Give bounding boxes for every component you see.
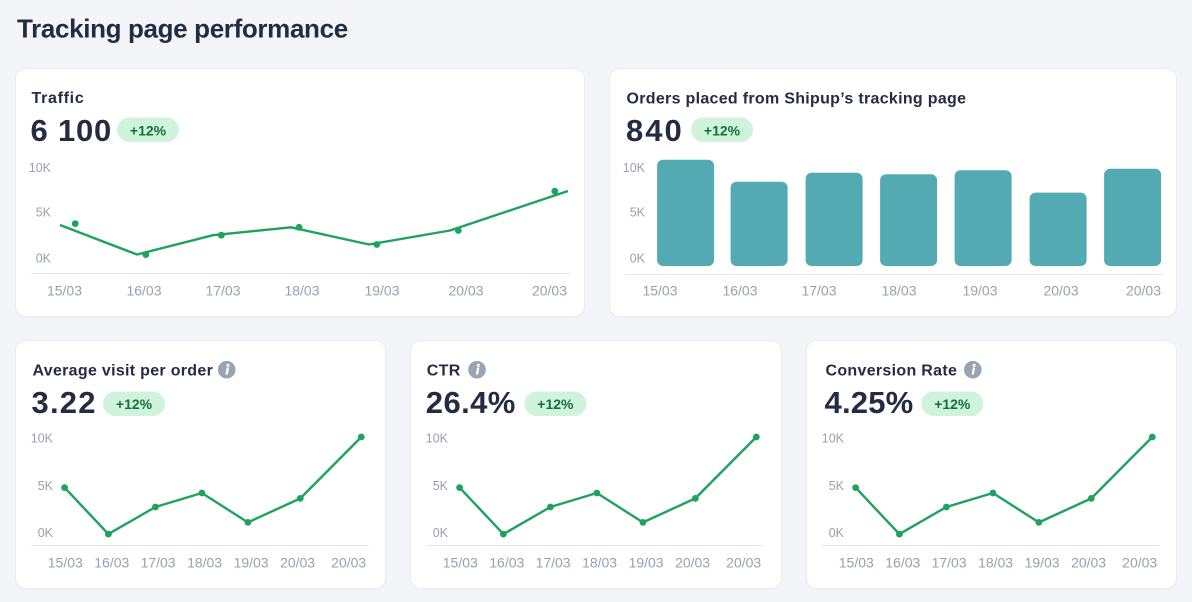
svg-text:20/03: 20/03: [532, 282, 567, 298]
svg-text:18/03: 18/03: [978, 554, 1013, 570]
svg-text:16/03: 16/03: [885, 554, 920, 570]
svg-text:20/03: 20/03: [726, 554, 761, 570]
svg-text:5K: 5K: [828, 479, 844, 493]
svg-text:5K: 5K: [36, 206, 52, 220]
svg-text:15/03: 15/03: [642, 282, 677, 298]
svg-text:19/03: 19/03: [234, 554, 269, 570]
svg-text:0K: 0K: [828, 526, 844, 540]
svg-text:20/03: 20/03: [675, 554, 710, 570]
svg-text:17/03: 17/03: [536, 554, 571, 570]
svg-text:16/03: 16/03: [490, 554, 525, 570]
svg-text:18/03: 18/03: [284, 282, 319, 298]
svg-text:5K: 5K: [38, 479, 54, 493]
svg-text:19/03: 19/03: [364, 282, 399, 298]
svg-text:+12%: +12%: [934, 396, 971, 412]
svg-text:4.25%: 4.25%: [824, 385, 913, 420]
svg-text:0K: 0K: [630, 252, 646, 266]
svg-text:5K: 5K: [433, 479, 449, 493]
svg-text:Traffic: Traffic: [32, 90, 85, 107]
svg-text:Tracking page performance: Tracking page performance: [17, 14, 348, 44]
svg-text:+12%: +12%: [704, 122, 741, 138]
svg-text:+12%: +12%: [538, 396, 575, 412]
svg-text:3.22: 3.22: [32, 385, 97, 420]
svg-text:17/03: 17/03: [205, 282, 240, 298]
svg-text:15/03: 15/03: [443, 554, 478, 570]
svg-text:17/03: 17/03: [141, 554, 176, 570]
svg-text:20/03: 20/03: [280, 554, 315, 570]
svg-text:10K: 10K: [426, 432, 449, 446]
svg-text:17/03: 17/03: [931, 554, 966, 570]
svg-text:15/03: 15/03: [48, 554, 83, 570]
svg-text:Orders placed from Shipup’s tr: Orders placed from Shipup’s tracking pag…: [627, 90, 967, 107]
svg-text:20/03: 20/03: [1126, 282, 1161, 298]
svg-text:6 100: 6 100: [31, 113, 113, 148]
svg-text:16/03: 16/03: [94, 554, 129, 570]
svg-text:10K: 10K: [29, 161, 52, 175]
svg-text:Conversion Rate: Conversion Rate: [825, 363, 957, 380]
svg-text:0K: 0K: [433, 526, 449, 540]
svg-text:20/03: 20/03: [448, 282, 483, 298]
svg-text:10K: 10K: [31, 432, 54, 446]
svg-text:20/03: 20/03: [1071, 554, 1106, 570]
svg-text:5K: 5K: [630, 206, 646, 220]
svg-text:18/03: 18/03: [881, 282, 916, 298]
svg-text:16/03: 16/03: [722, 282, 757, 298]
svg-text:20/03: 20/03: [331, 554, 366, 570]
svg-text:18/03: 18/03: [582, 554, 617, 570]
svg-text:18/03: 18/03: [187, 554, 222, 570]
svg-text:840: 840: [626, 113, 684, 148]
svg-text:16/03: 16/03: [126, 282, 161, 298]
svg-text:+12%: +12%: [116, 396, 153, 412]
svg-text:20/03: 20/03: [1122, 554, 1157, 570]
svg-text:26.4%: 26.4%: [426, 385, 516, 420]
svg-text:15/03: 15/03: [47, 282, 82, 298]
svg-text:CTR: CTR: [427, 363, 461, 380]
svg-text:19/03: 19/03: [629, 554, 664, 570]
svg-text:0K: 0K: [36, 252, 52, 266]
svg-text:10K: 10K: [821, 432, 844, 446]
svg-text:19/03: 19/03: [1024, 554, 1059, 570]
svg-text:0K: 0K: [38, 526, 54, 540]
svg-text:17/03: 17/03: [801, 282, 836, 298]
svg-text:10K: 10K: [623, 161, 646, 175]
svg-text:Average visit per order: Average visit per order: [33, 363, 214, 380]
svg-text:19/03: 19/03: [962, 282, 997, 298]
svg-text:+12%: +12%: [130, 122, 167, 138]
svg-text:15/03: 15/03: [838, 554, 873, 570]
svg-text:20/03: 20/03: [1043, 282, 1078, 298]
